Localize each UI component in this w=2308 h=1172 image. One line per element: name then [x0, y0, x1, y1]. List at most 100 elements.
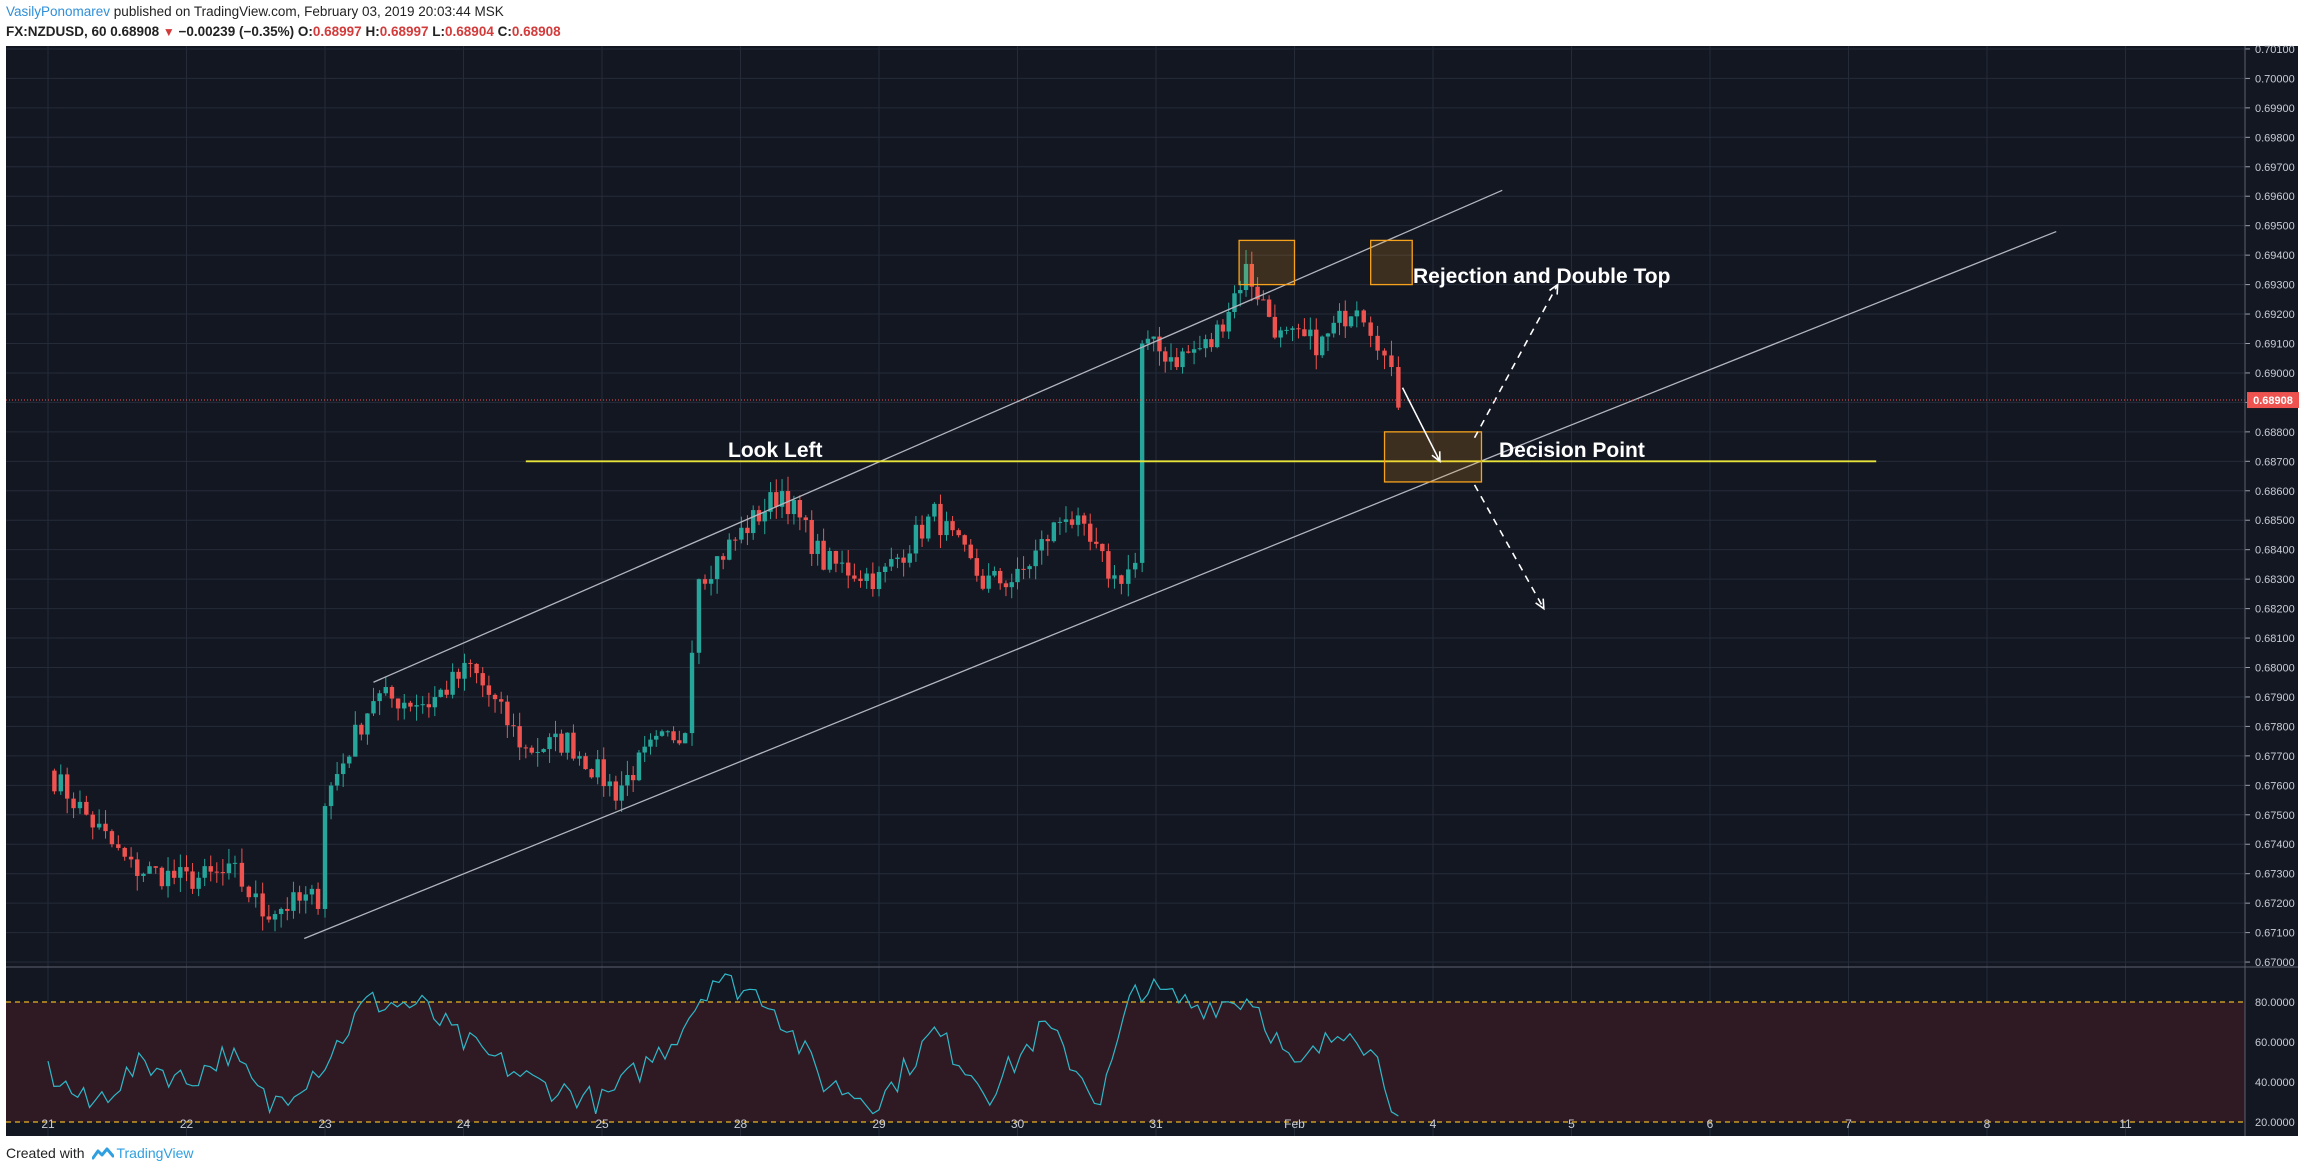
rsi-tick-label: 60.0000: [2255, 1037, 2295, 1049]
price-tick-label: 0.69700: [2255, 162, 2295, 174]
candle-body: [654, 735, 659, 740]
date-tick-label: 4: [1430, 1117, 1437, 1131]
candle-body: [1039, 539, 1044, 551]
candle-body: [1354, 310, 1360, 317]
price-tick-label: 0.69400: [2255, 250, 2295, 262]
price-tick-label: 0.69100: [2255, 338, 2295, 350]
candle-body: [974, 558, 980, 576]
date-tick-label: 23: [318, 1117, 332, 1131]
candle-body: [90, 814, 95, 828]
candle-body: [414, 705, 419, 707]
candle-body: [383, 687, 388, 694]
candle-body: [956, 530, 961, 536]
price-tick-label: 0.68300: [2255, 574, 2295, 586]
candle-body: [505, 701, 510, 726]
date-tick-label: 11: [2119, 1117, 2132, 1131]
price-tick-label: 0.68500: [2255, 515, 2295, 527]
annotation-look-left: Look Left: [728, 439, 823, 462]
candle-body: [1015, 568, 1020, 583]
candle-body: [420, 704, 425, 706]
candle-body: [1375, 335, 1380, 351]
candle-body: [1226, 312, 1231, 332]
date-tick-label: 30: [1011, 1117, 1025, 1131]
candle-body: [1368, 322, 1373, 336]
candle-body: [1348, 316, 1354, 327]
current-price-marker: [2247, 392, 2299, 409]
candle-body: [128, 856, 134, 860]
author-link[interactable]: VasilyPonomarev: [6, 4, 111, 19]
candle-body: [619, 785, 624, 801]
candle-body: [876, 571, 882, 590]
tradingview-logo-icon: [92, 1147, 115, 1160]
candle-body: [1243, 263, 1249, 291]
candle-body: [671, 731, 676, 741]
candle-body: [278, 908, 284, 915]
chart-header: VasilyPonomarev published on TradingView…: [6, 2, 2296, 46]
candle-body: [659, 731, 665, 736]
candle-body: [1157, 336, 1162, 352]
candle-body: [750, 510, 756, 534]
candle-body: [1284, 329, 1289, 331]
arrow-down-dashed-head: [1535, 598, 1545, 611]
price-tick-label: 0.70100: [2255, 44, 2295, 56]
tradingview-link[interactable]: TradingView: [116, 1145, 194, 1161]
rsi-line: [47, 973, 1399, 1117]
price-tick-label: 0.68700: [2255, 456, 2295, 468]
candle-body: [444, 689, 449, 695]
candle-body: [779, 491, 785, 507]
candle-body: [1203, 339, 1208, 349]
candle-body: [96, 823, 102, 828]
candle-body: [745, 527, 750, 534]
candle-body: [328, 785, 334, 807]
candle-body: [232, 862, 238, 864]
rsi-axis: 80.0000 60.0000 40.0000 20.0000: [2255, 997, 2295, 1129]
close-value: 0.68908: [511, 24, 561, 39]
candle-body: [702, 579, 708, 584]
candle-body: [523, 747, 529, 749]
candle-body: [642, 746, 647, 753]
price-tick-label: 0.68600: [2255, 486, 2295, 498]
candle-body: [1119, 575, 1124, 584]
price-tick-label: 0.68800: [2255, 427, 2295, 439]
candle-body: [950, 521, 955, 531]
candle-body: [1145, 338, 1151, 344]
price-tick-label: 0.67200: [2255, 898, 2295, 910]
candle-body: [159, 867, 165, 887]
candle-body: [260, 893, 265, 917]
price-tick-label: 0.67900: [2255, 692, 2295, 704]
candle-body: [839, 562, 845, 564]
candle-body: [297, 892, 302, 901]
candle-body: [1057, 521, 1063, 523]
candle-body: [511, 725, 516, 727]
candle-body: [1266, 299, 1272, 317]
candle-body: [926, 516, 931, 539]
candle-body: [1021, 568, 1026, 570]
candle-body: [1009, 582, 1014, 588]
candle-body: [253, 893, 258, 898]
rsi-band: [6, 1001, 2245, 1123]
candle-body: [1255, 286, 1260, 300]
candle-body: [1331, 322, 1336, 334]
candle-body: [833, 551, 839, 564]
date-tick-label: 25: [595, 1117, 609, 1131]
close-label: C:: [497, 24, 512, 39]
candle-body: [147, 866, 152, 874]
candle-body: [997, 570, 1003, 584]
candle-body: [517, 726, 522, 748]
candle-body: [852, 575, 857, 579]
price-tick-label: 0.68200: [2255, 604, 2295, 616]
price-axis[interactable]: 0.70100 0.70000 0.69900 0.69800 0.69700 0.696…: [6, 44, 2299, 1136]
price-tick-label: 0.67800: [2255, 721, 2295, 733]
time-axis[interactable]: 21 22 23 24 25 28 29 30 31 Feb 4 5 6 7 8 11: [41, 1117, 2132, 1131]
candle-body: [607, 781, 612, 787]
candle-body: [1272, 316, 1278, 338]
price-tick-label: 0.69000: [2255, 368, 2295, 380]
candle-body: [1088, 523, 1093, 542]
candle-body: [541, 749, 546, 752]
open-label: O:: [297, 24, 313, 39]
rsi-band-fill: [6, 1002, 2245, 1122]
candle-body: [682, 733, 688, 744]
price-tick-label: 0.67500: [2255, 810, 2295, 822]
footer: Created with TradingView: [6, 1145, 194, 1161]
